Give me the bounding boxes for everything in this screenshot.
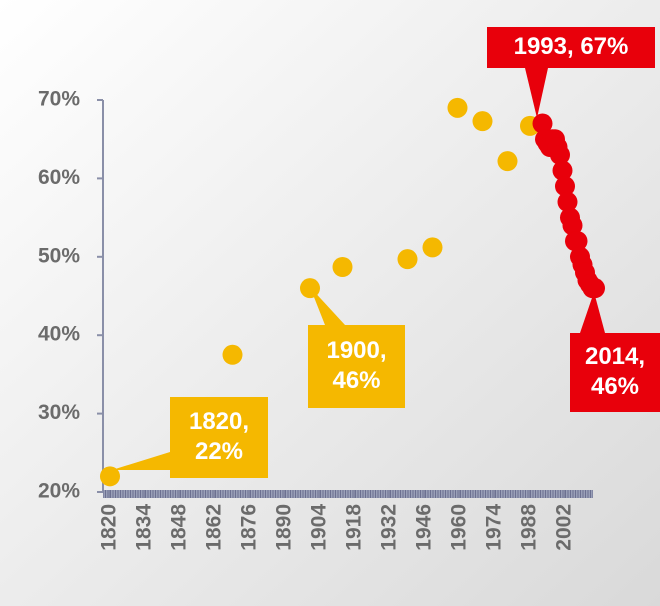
x-tick-label: 1890 [273,504,296,551]
point [557,191,578,212]
point [397,249,418,270]
point [585,278,605,299]
callout-pointer [310,287,345,325]
point [567,231,588,252]
annotation: 46% [332,367,380,394]
point [550,144,570,165]
x-tick-label: 1932 [378,504,401,551]
callout-pointer [525,68,548,118]
point [222,344,243,365]
callout-box [170,397,268,478]
point [555,176,575,197]
point [562,215,583,236]
x-tick-label: 1974 [483,504,506,551]
x-tick-label: 1988 [518,504,541,551]
callout-pointer [580,292,605,333]
x-tick-label: 1946 [413,504,436,551]
x-tick-label: 1848 [168,504,191,551]
point [422,237,443,258]
annotation: 1900, [326,337,386,364]
annotation: 46% [591,373,639,400]
y-tick-label: 40% [38,323,80,346]
x-tick-label: 1834 [133,504,156,551]
point [532,113,553,134]
y-tick-label: 50% [38,244,80,267]
x-tick-label: 1876 [238,504,261,551]
point [447,97,468,118]
point [100,466,120,487]
annotation: 1820, [189,408,249,435]
x-tick-label: 1960 [448,504,471,551]
callout-box [570,333,660,412]
callout-pointer [112,452,170,470]
y-tick-label: 20% [38,480,80,503]
annotation: 1993, 67% [514,33,629,60]
x-tick-label: 1862 [203,504,226,551]
y-tick-label: 30% [38,401,80,424]
point [472,111,493,132]
x-tick-label: 1904 [308,504,331,551]
y-tick-label: 70% [38,88,80,111]
x-tick-label: 2002 [553,504,576,551]
point [552,160,573,181]
x-tick-label: 1820 [98,504,121,551]
point [497,151,518,172]
callout-box [308,325,405,408]
x-axis [103,490,593,498]
callout-box [487,27,655,68]
annotation: 2014, [585,343,645,370]
y-tick-label: 60% [38,166,80,189]
x-tick-label: 1918 [343,504,366,551]
annotation: 22% [195,438,243,465]
point [332,256,353,277]
